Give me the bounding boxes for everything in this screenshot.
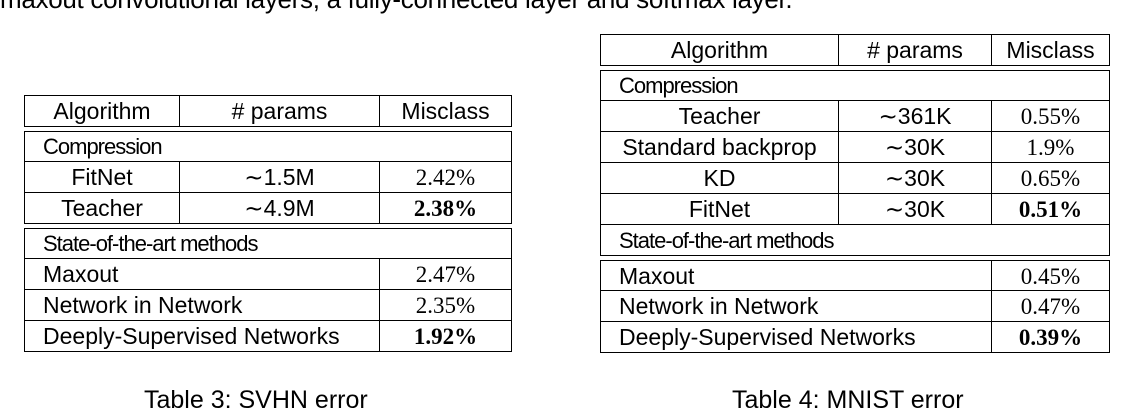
section-header-sota: State-of-the-art methods <box>24 228 512 259</box>
header-algorithm: Algorithm <box>25 96 180 126</box>
table-row: Standard backprop ∼30K 1.9% <box>600 132 1110 163</box>
cell-misclass: 2.47% <box>415 262 476 287</box>
section-label: Compression <box>619 73 739 98</box>
cell-algorithm: KD <box>601 163 839 193</box>
header-algorithm: Algorithm <box>601 35 839 65</box>
cell-misclass: 1.9% <box>1026 135 1075 160</box>
body-text-fragment: maxout convolutional layers, a fully-con… <box>0 0 793 15</box>
cell-algorithm: Deeply-Supervised Networks <box>25 321 380 351</box>
cell-misclass: 2.42% <box>415 165 476 190</box>
table-header-row: Algorithm # params Misclass <box>600 34 1110 66</box>
table-row: Network in Network 2.35% <box>24 290 512 321</box>
table-row: Deeply-Supervised Networks 0.39% <box>600 322 1110 353</box>
cell-params: ∼1.5M <box>180 162 380 192</box>
cell-algorithm: Maxout <box>601 261 992 290</box>
cell-misclass-best: 0.51% <box>1018 197 1083 222</box>
cell-misclass: 0.55% <box>1020 104 1081 129</box>
header-misclass: Misclass <box>401 98 490 124</box>
table-row: Network in Network 0.47% <box>600 291 1110 322</box>
section-header-compression: Compression <box>600 70 1110 101</box>
cell-algorithm: Standard backprop <box>601 132 839 162</box>
table-row: KD ∼30K 0.65% <box>600 163 1110 194</box>
cell-algorithm: Network in Network <box>25 290 380 320</box>
cell-misclass: 0.45% <box>1020 263 1081 289</box>
cell-params: ∼4.9M <box>180 193 380 223</box>
header-misclass: Misclass <box>1006 37 1095 63</box>
cell-misclass: 0.65% <box>1020 166 1081 191</box>
table-mnist: Algorithm # params Misclass Compression … <box>600 34 1110 353</box>
section-label: Compression <box>43 134 163 159</box>
table-row: Teacher ∼4.9M 2.38% <box>24 193 512 224</box>
cell-params: ∼30K <box>839 163 992 193</box>
cell-misclass: 2.35% <box>415 293 476 318</box>
cell-params: ∼361K <box>839 101 992 131</box>
cell-algorithm: Maxout <box>25 259 380 289</box>
cell-algorithm: Teacher <box>25 193 180 223</box>
table-row: Deeply-Supervised Networks 1.92% <box>24 321 512 352</box>
cell-misclass-best: 0.39% <box>1018 325 1083 350</box>
section-label: State-of-the-art methods <box>619 227 834 253</box>
header-params: # params <box>839 35 992 65</box>
table-header-row: Algorithm # params Misclass <box>24 95 512 127</box>
table-row: FitNet ∼30K 0.51% <box>600 194 1110 225</box>
header-params: # params <box>180 96 380 126</box>
cell-misclass-best: 2.38% <box>413 196 478 221</box>
cell-params: ∼30K <box>839 132 992 162</box>
cell-algorithm: Network in Network <box>601 291 992 321</box>
cell-misclass: 0.47% <box>1020 294 1081 319</box>
table-caption-svhn: Table 3: SVHN error <box>144 386 368 414</box>
cell-misclass-best: 1.92% <box>413 324 478 349</box>
table-row: FitNet ∼1.5M 2.42% <box>24 162 512 193</box>
table-row: Maxout 0.45% <box>600 260 1110 291</box>
section-header-compression: Compression <box>24 131 512 162</box>
cell-algorithm: FitNet <box>25 162 180 192</box>
table-svhn: Algorithm # params Misclass Compression … <box>24 95 512 352</box>
cell-params: ∼30K <box>839 194 992 224</box>
table-row: Maxout 2.47% <box>24 259 512 290</box>
section-header-sota: State-of-the-art methods <box>600 225 1110 256</box>
cell-algorithm: Deeply-Supervised Networks <box>601 322 992 352</box>
section-label: State-of-the-art methods <box>43 231 258 256</box>
cell-algorithm: FitNet <box>601 194 839 224</box>
table-row: Teacher ∼361K 0.55% <box>600 101 1110 132</box>
table-caption-mnist: Table 4: MNIST error <box>732 386 964 414</box>
cell-algorithm: Teacher <box>601 101 839 131</box>
